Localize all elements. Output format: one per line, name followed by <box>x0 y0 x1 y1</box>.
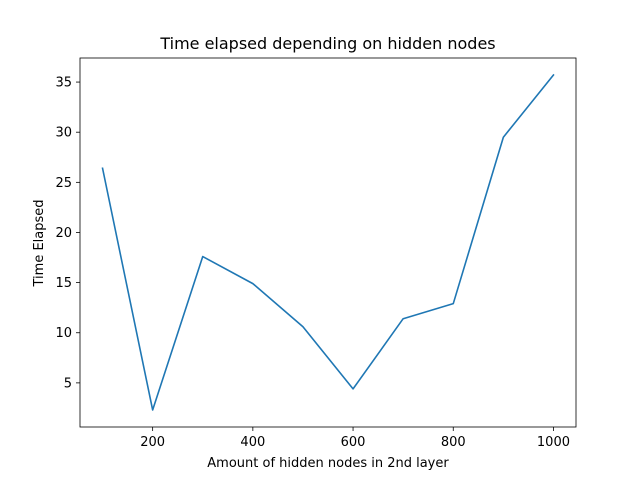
series-line-0 <box>101 73 555 411</box>
y-tick-label: 10 <box>55 326 72 341</box>
x-tick-label: 1000 <box>537 435 570 450</box>
y-axis-label: Time Elapsed <box>32 199 47 287</box>
x-axis-label: Amount of hidden nodes in 2nd layer <box>207 456 449 471</box>
x-tick-label: 800 <box>441 435 466 450</box>
y-tick-label: 5 <box>64 376 72 391</box>
x-tick-label: 600 <box>341 435 366 450</box>
y-tick-label: 25 <box>55 176 72 191</box>
y-tick-label: 30 <box>55 126 72 141</box>
plot-area: 200 400 600 800 1000 5 10 15 20 25 30 35 <box>55 57 577 450</box>
y-tick-label: 15 <box>55 276 72 291</box>
y-tick-label: 35 <box>55 76 72 91</box>
x-tick-label: 200 <box>140 435 165 450</box>
x-tick-label: 400 <box>240 435 265 450</box>
axes-frame <box>79 57 577 428</box>
chart-title: Time elapsed depending on hidden nodes <box>159 34 495 53</box>
y-tick-label: 20 <box>55 226 72 241</box>
